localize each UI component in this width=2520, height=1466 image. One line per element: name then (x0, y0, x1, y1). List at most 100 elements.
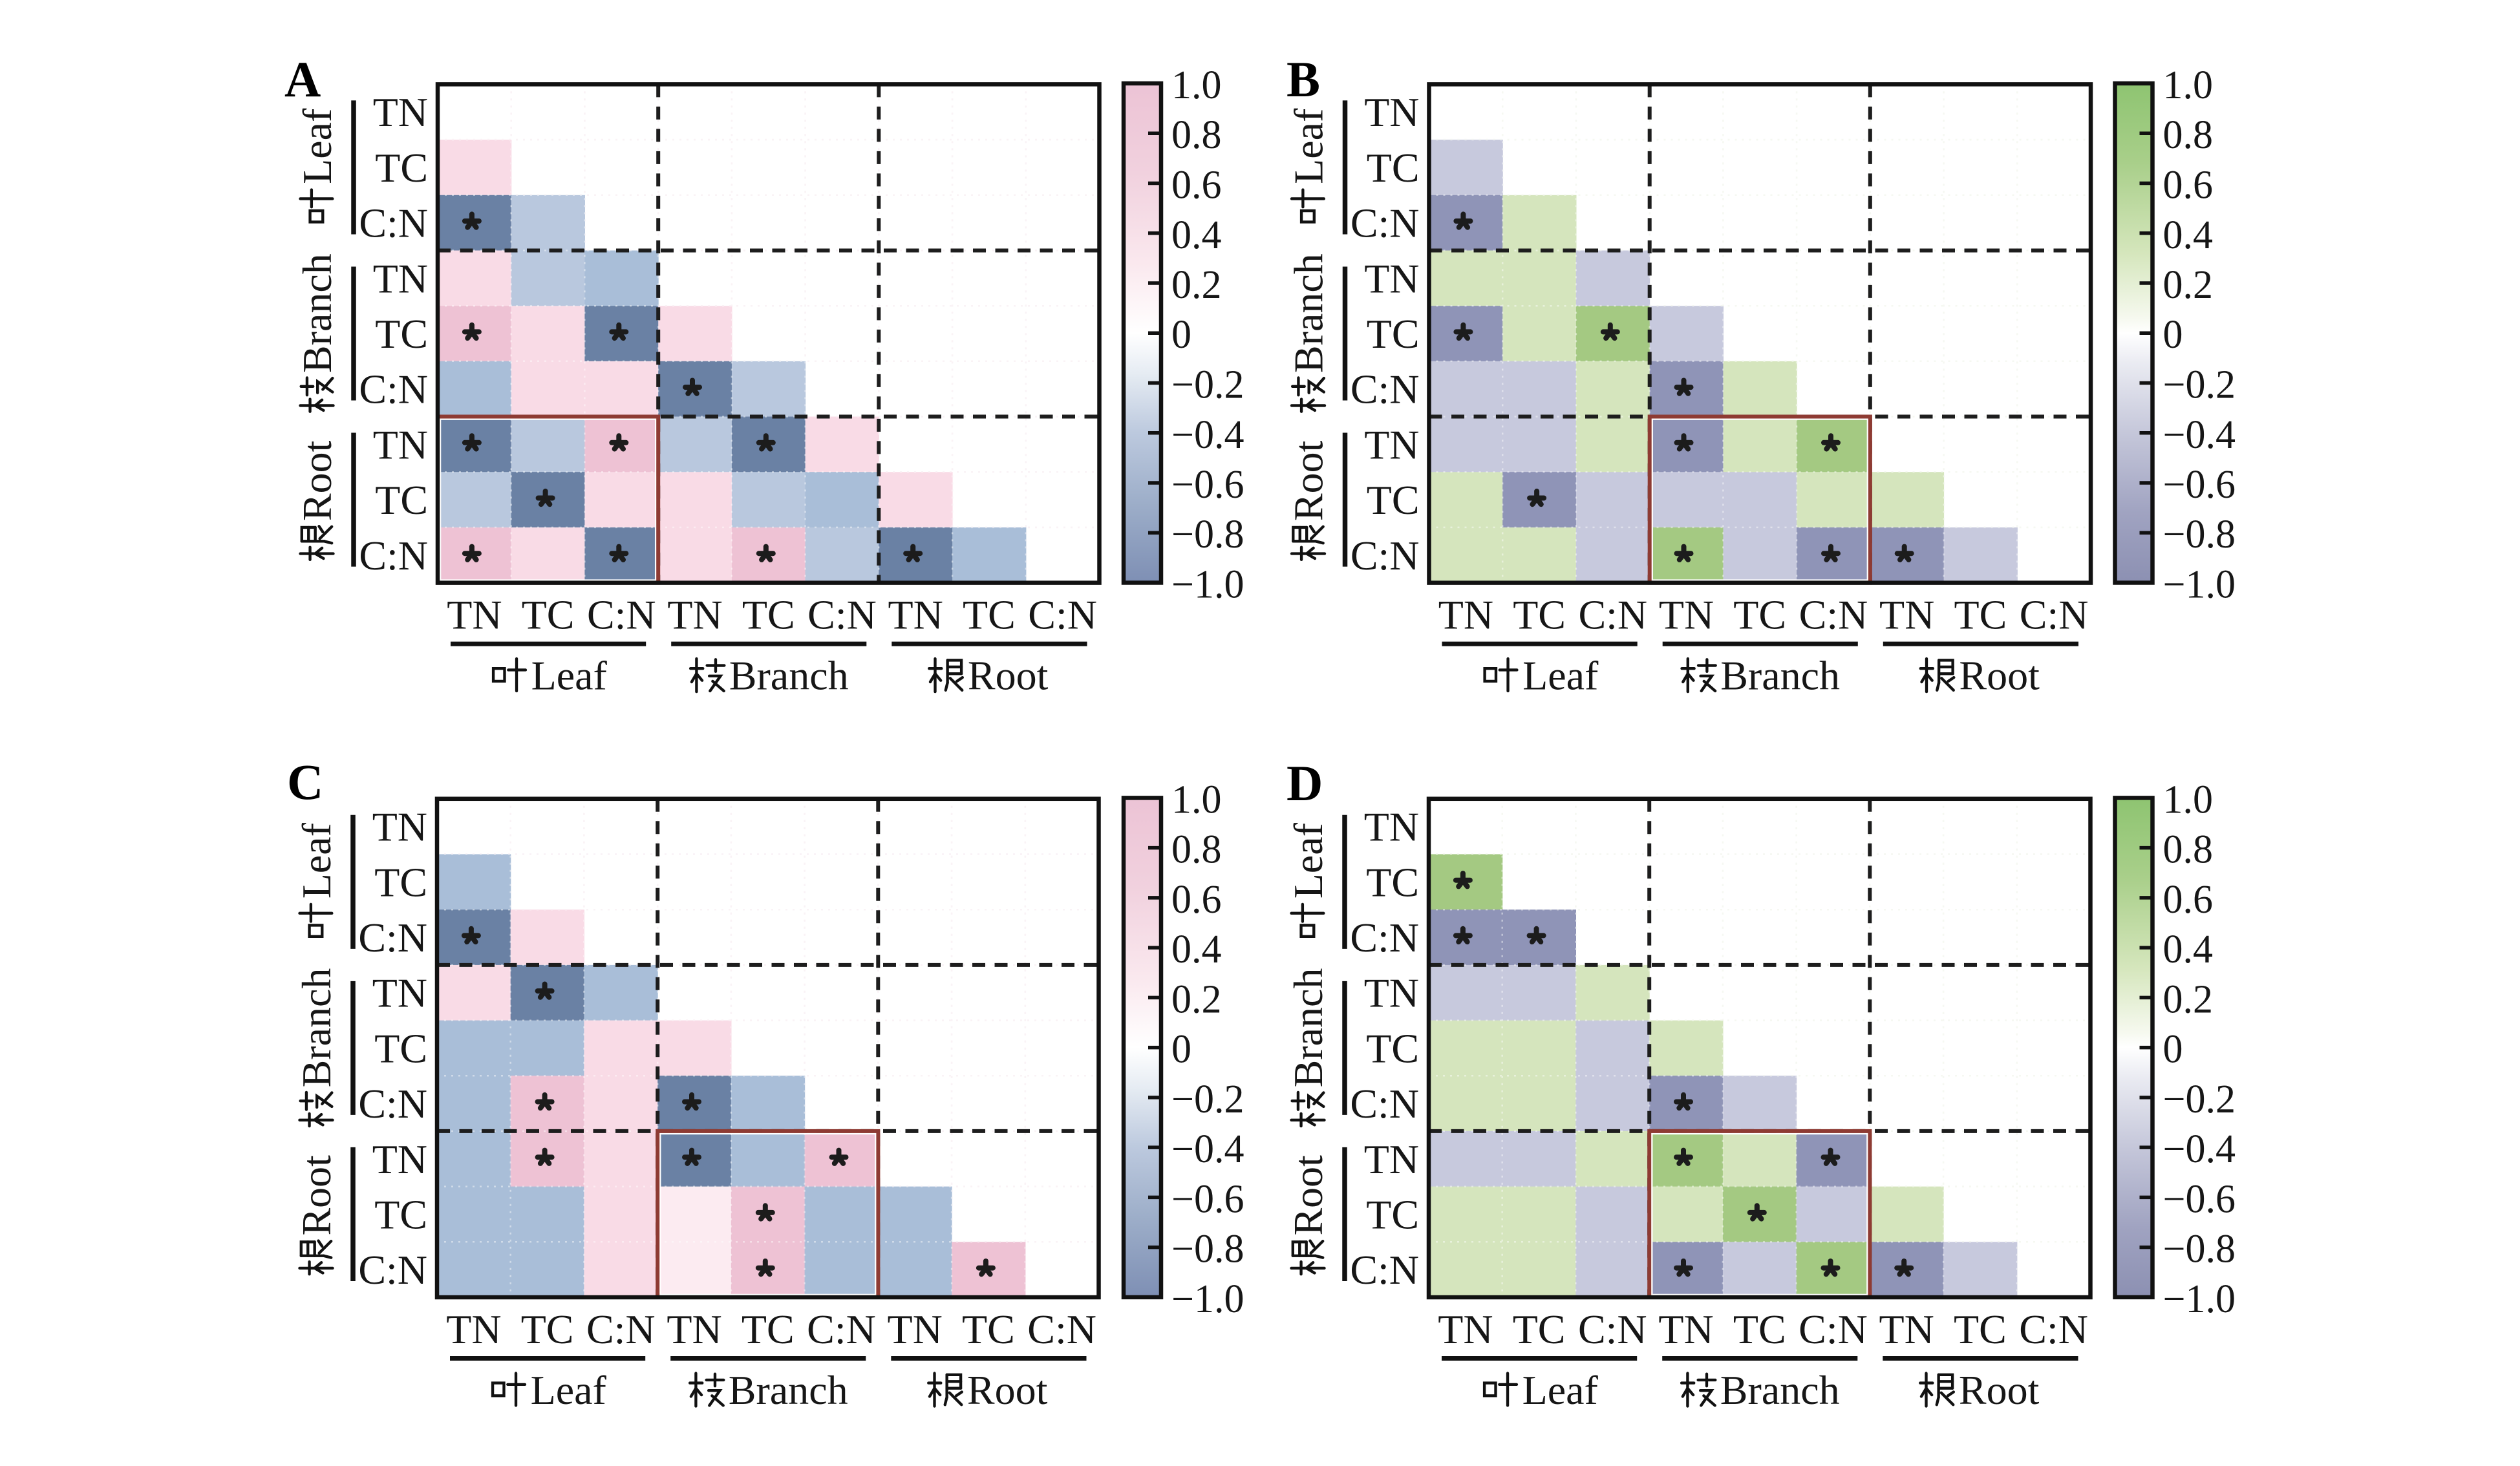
svg-text:TC: TC (1513, 592, 1566, 638)
svg-text:C:N: C:N (359, 200, 428, 246)
svg-text:0.2: 0.2 (2163, 977, 2214, 1021)
svg-text:Leaf: Leaf (531, 1367, 607, 1413)
svg-text:C:N: C:N (359, 366, 428, 412)
svg-text:C:N: C:N (1799, 1306, 1868, 1352)
svg-text:Branch: Branch (294, 968, 339, 1088)
svg-text:TN: TN (372, 804, 427, 850)
svg-text:0: 0 (1171, 313, 1191, 357)
svg-text:TN: TN (1659, 592, 1714, 638)
svg-text:TN: TN (1438, 1306, 1493, 1352)
svg-text:−0.8: −0.8 (2163, 1227, 2236, 1271)
svg-text:C: C (287, 754, 323, 810)
svg-text:TN: TN (1364, 421, 1419, 467)
svg-text:TN: TN (1364, 255, 1419, 301)
svg-text:C:N: C:N (1027, 1306, 1096, 1352)
svg-text:C:N: C:N (358, 1081, 427, 1127)
svg-text:C:N: C:N (1350, 1247, 1419, 1293)
svg-text:C:N: C:N (1350, 915, 1419, 961)
svg-text:TN: TN (888, 592, 943, 638)
svg-text:C:N: C:N (807, 1306, 876, 1352)
svg-text:Root: Root (294, 1155, 339, 1236)
svg-text:TC: TC (522, 592, 575, 638)
svg-text:TC: TC (374, 859, 427, 905)
svg-text:Branch: Branch (1286, 253, 1332, 373)
svg-text:C:N: C:N (587, 592, 656, 638)
svg-text:TN: TN (372, 1136, 427, 1182)
svg-text:D: D (1287, 755, 1323, 811)
svg-text:−1.0: −1.0 (1171, 563, 1244, 607)
svg-text:Branch: Branch (1720, 1367, 1840, 1413)
svg-text:Branch: Branch (1720, 653, 1840, 699)
svg-text:TC: TC (1367, 311, 1420, 357)
svg-text:−0.4: −0.4 (2163, 413, 2236, 457)
svg-text:−0.4: −0.4 (1171, 1127, 1244, 1171)
svg-text:Leaf: Leaf (531, 653, 608, 699)
svg-text:0: 0 (2163, 1028, 2183, 1072)
svg-text:TC: TC (375, 477, 428, 523)
svg-text:−1.0: −1.0 (2163, 1277, 2236, 1321)
svg-text:TC: TC (521, 1306, 574, 1352)
svg-text:TC: TC (1367, 477, 1420, 523)
svg-text:−1.0: −1.0 (1171, 1277, 1244, 1321)
svg-text:−0.2: −0.2 (2163, 363, 2236, 407)
svg-text:−0.6: −0.6 (2163, 463, 2236, 507)
svg-text:0: 0 (2163, 313, 2183, 357)
svg-text:Leaf: Leaf (1285, 822, 1331, 898)
svg-text:0.4: 0.4 (1171, 213, 1222, 257)
svg-text:TN: TN (888, 1306, 943, 1352)
svg-text:TC: TC (1733, 592, 1786, 638)
svg-text:TC: TC (1733, 1306, 1786, 1352)
svg-text:0: 0 (1171, 1028, 1191, 1072)
svg-text:TC: TC (374, 1192, 427, 1238)
svg-text:TC: TC (742, 592, 795, 638)
svg-text:Root: Root (1959, 653, 2040, 699)
svg-text:Root: Root (1959, 1367, 2040, 1413)
svg-text:C:N: C:N (359, 533, 428, 579)
svg-text:Leaf: Leaf (294, 822, 339, 898)
svg-text:−0.2: −0.2 (2163, 1078, 2236, 1121)
svg-text:−0.2: −0.2 (1171, 363, 1244, 407)
svg-text:TN: TN (1364, 970, 1419, 1016)
svg-text:Root: Root (1285, 1155, 1331, 1236)
svg-text:C:N: C:N (1351, 200, 1420, 246)
svg-text:TC: TC (962, 1306, 1015, 1352)
svg-text:0.6: 0.6 (2163, 878, 2214, 922)
svg-text:C:N: C:N (1799, 592, 1868, 638)
svg-text:Root: Root (1286, 440, 1332, 521)
svg-text:TN: TN (446, 1306, 501, 1352)
svg-text:0.2: 0.2 (1171, 977, 1222, 1021)
svg-text:TN: TN (1364, 804, 1419, 850)
svg-text:0.2: 0.2 (1171, 263, 1222, 307)
svg-text:Root: Root (967, 1367, 1048, 1413)
svg-text:−0.8: −0.8 (1171, 513, 1244, 557)
svg-text:TN: TN (1879, 592, 1934, 638)
svg-text:TN: TN (667, 592, 722, 638)
svg-text:0.8: 0.8 (2163, 113, 2214, 157)
svg-text:−0.6: −0.6 (2163, 1177, 2236, 1221)
svg-text:Leaf: Leaf (294, 108, 340, 184)
svg-text:0.8: 0.8 (1171, 828, 1222, 872)
svg-text:TN: TN (1658, 1306, 1713, 1352)
svg-text:0.4: 0.4 (2163, 213, 2214, 257)
svg-text:0.4: 0.4 (1171, 928, 1222, 972)
svg-text:0.6: 0.6 (1171, 164, 1222, 207)
svg-text:C:N: C:N (1351, 366, 1420, 412)
svg-text:Root: Root (968, 653, 1049, 699)
svg-text:C:N: C:N (1351, 533, 1420, 579)
svg-text:TN: TN (373, 89, 428, 135)
svg-text:C:N: C:N (586, 1306, 656, 1352)
svg-text:−0.8: −0.8 (2163, 513, 2236, 557)
svg-text:TC: TC (1367, 145, 1420, 191)
svg-text:TN: TN (447, 592, 502, 638)
svg-text:−0.4: −0.4 (1171, 413, 1244, 457)
svg-text:−0.2: −0.2 (1171, 1078, 1244, 1121)
svg-text:TC: TC (1366, 1025, 1419, 1071)
svg-text:C:N: C:N (2019, 1306, 2088, 1352)
svg-text:TN: TN (1438, 592, 1493, 638)
svg-text:TC: TC (375, 311, 428, 357)
svg-text:−0.4: −0.4 (2163, 1127, 2236, 1171)
svg-text:TC: TC (742, 1306, 795, 1352)
svg-text:0.6: 0.6 (2163, 164, 2214, 207)
svg-text:C:N: C:N (358, 915, 427, 961)
svg-text:Branch: Branch (729, 653, 849, 699)
